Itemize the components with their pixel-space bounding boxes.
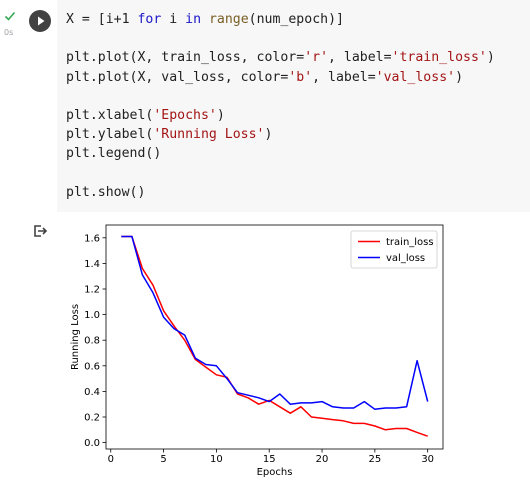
code-token: plt.plot(X, train_loss, color=: [66, 50, 305, 66]
code-line: plt.xlabel('Epochs'): [66, 106, 495, 125]
code-token: plt.xlabel(: [66, 107, 154, 123]
code-token: 'val_loss': [375, 69, 456, 85]
code-token: plt.ylabel(: [66, 127, 154, 143]
y-tick-label: 0.8: [84, 336, 100, 347]
code-line: [66, 164, 495, 183]
check-icon: [4, 11, 16, 21]
code-token: in: [185, 12, 202, 27]
code-token: , label=: [312, 69, 376, 85]
legend: train_loss val_loss: [350, 230, 438, 269]
x-tick-label: 10: [210, 454, 223, 465]
output-redirect-icon[interactable]: [32, 223, 48, 239]
x-tick-label: 15: [263, 454, 276, 465]
code-token: , label=: [328, 50, 392, 66]
code-token: ): [486, 50, 495, 66]
x-tick-label: 5: [160, 454, 166, 465]
code-token: ): [455, 69, 464, 85]
x-tick-label: 20: [316, 454, 329, 465]
legend-box: [350, 230, 438, 269]
y-tick-label: 1.4: [84, 259, 100, 270]
code-token: ): [216, 107, 225, 123]
y-tick-label: 0.6: [84, 361, 100, 372]
code-text[interactable]: X = [i+1 for i in range(num_epoch)] plt.p…: [66, 10, 495, 202]
legend-label-val-loss: val_loss: [386, 253, 425, 264]
code-line: [66, 87, 495, 106]
code-line: plt.plot(X, val_loss, color='b', label='…: [66, 68, 495, 87]
y-tick-label: 1.2: [84, 285, 100, 296]
code-token: 'train_loss': [391, 50, 487, 66]
y-tick-label: 0.2: [84, 413, 100, 424]
y-axis-label: Running Loss: [70, 304, 81, 370]
code-line: plt.legend(): [66, 144, 495, 163]
y-tick-label: 1.0: [84, 310, 100, 321]
loss-chart: 0 5 10 15 20 25 30 0.0 0.2 0.4 0.6 0.8 1.0 1.2 1.4 1.6…: [70, 224, 444, 478]
code-token: 'Running Loss': [153, 127, 265, 143]
code-token: (num_epoch)]: [248, 12, 344, 27]
code-line: plt.ylabel('Running Loss'): [66, 125, 495, 144]
code-token: [201, 12, 209, 27]
code-token: plt.plot(X, val_loss, color=: [66, 69, 289, 85]
code-token: X = [i+1: [66, 12, 138, 27]
legend-label-train-loss: train_loss: [386, 237, 434, 248]
code-line: plt.show(): [66, 183, 495, 202]
x-tick-label: 30: [421, 454, 434, 465]
code-line: X = [i+1 for i in range(num_epoch)]: [66, 10, 495, 29]
x-axis-label: Epochs: [257, 467, 293, 478]
code-token: ): [264, 127, 273, 143]
play-icon: [38, 16, 45, 26]
code-token: plt.legend(): [66, 146, 162, 162]
code-line: plt.plot(X, train_loss, color='r', label…: [66, 48, 495, 67]
series-line-train-loss: [121, 235, 428, 437]
y-tick-label: 0.4: [84, 387, 100, 398]
execution-time: 0s: [4, 28, 14, 37]
code-token: range: [208, 12, 249, 27]
series-line-val-loss: [121, 235, 429, 411]
code-token: 'r': [304, 50, 329, 66]
code-token: 'Epochs': [153, 107, 217, 123]
code-token: plt.show(): [66, 184, 146, 200]
x-tick-label: 25: [368, 454, 381, 465]
code-token: i: [161, 12, 186, 27]
run-cell-button[interactable]: [29, 10, 51, 32]
y-tick-label: 1.6: [84, 233, 100, 244]
code-editor[interactable]: X = [i+1 for i in range(num_epoch)] plt.p…: [57, 0, 530, 212]
cell-gutter: 0s: [0, 0, 28, 210]
code-line: [66, 29, 495, 48]
code-token: for: [137, 12, 162, 27]
y-tick-label: 0.0: [84, 438, 100, 449]
code-token: 'b': [288, 69, 313, 85]
x-tick-label: 0: [108, 454, 114, 465]
